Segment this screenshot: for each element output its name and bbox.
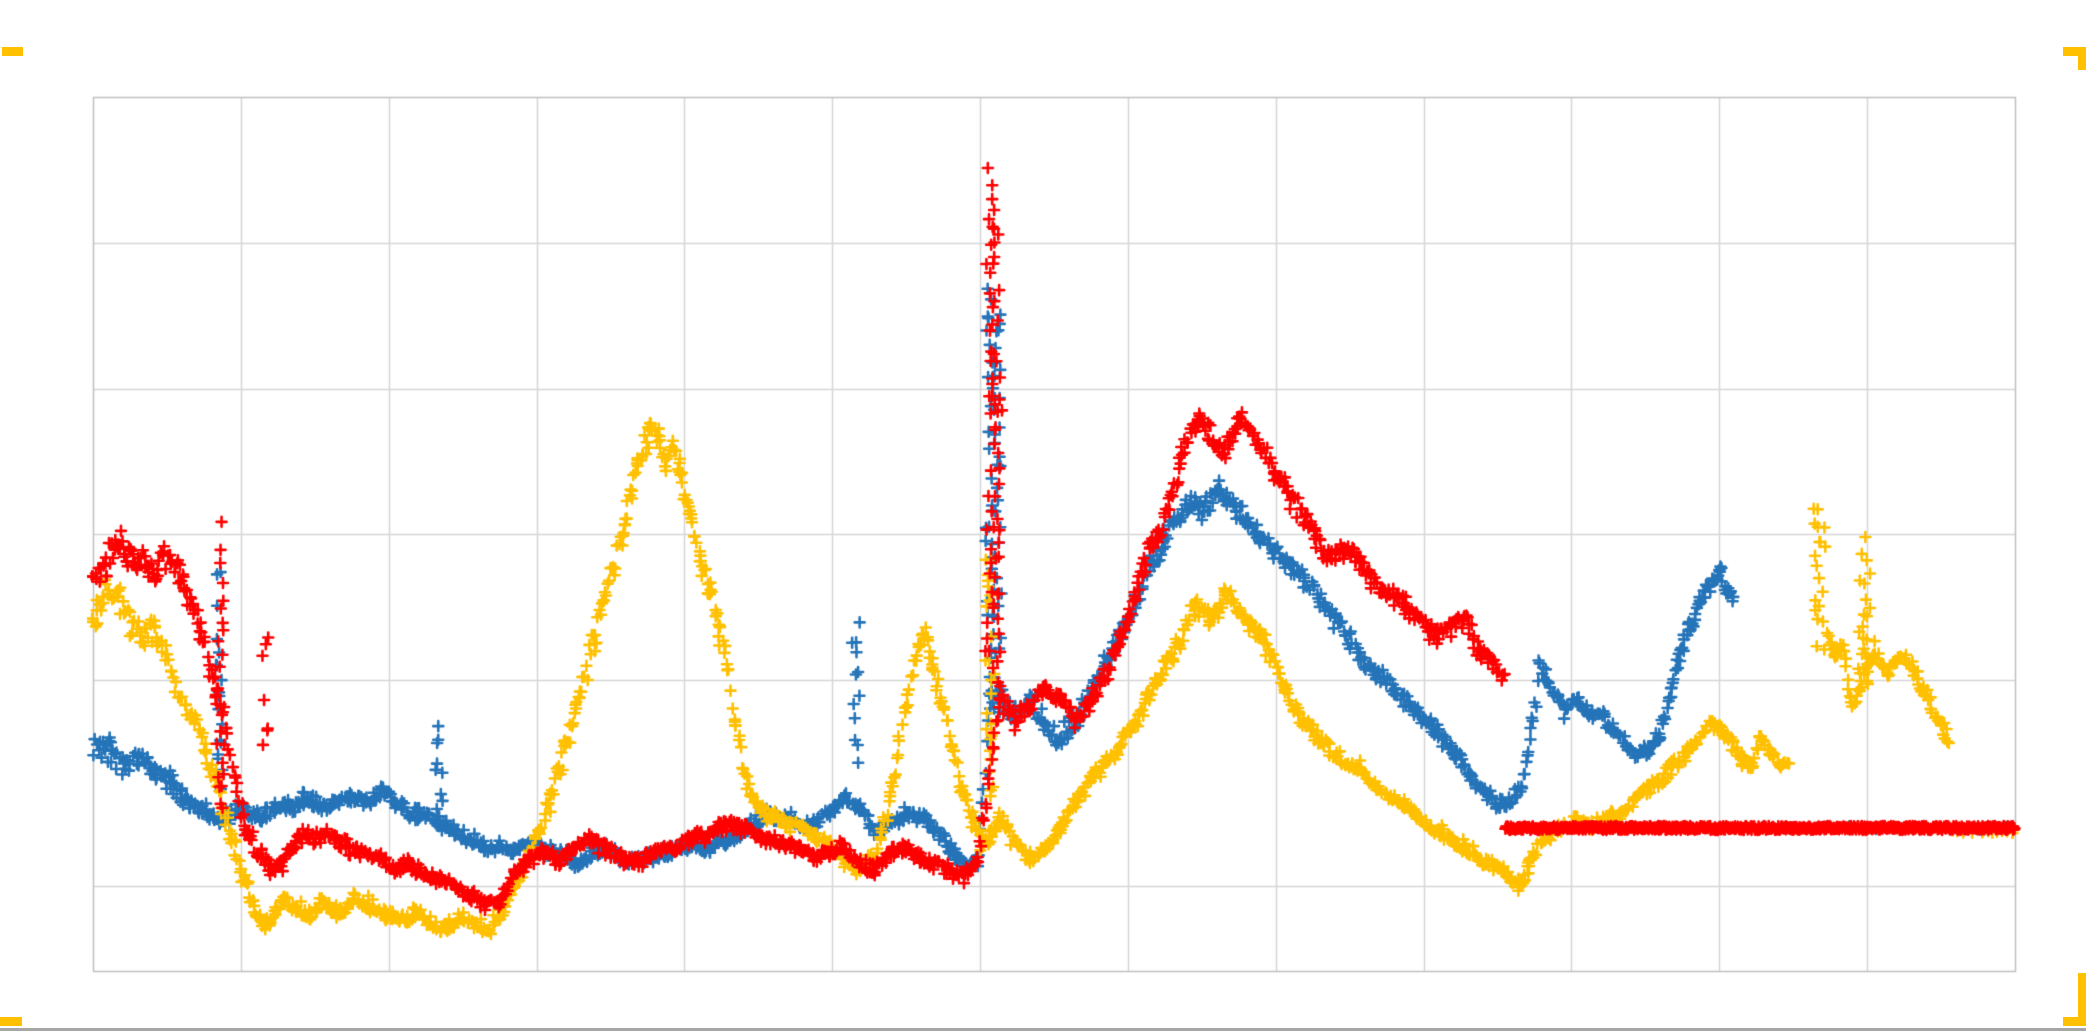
selection-corner-top-left	[2, 47, 23, 56]
selection-corner-bottom-right	[2063, 1017, 2086, 1026]
selection-corner-top-right-arm	[2078, 47, 2086, 70]
selection-corner-top-right	[2063, 47, 2086, 56]
selection-corner-bottom-left	[0, 1017, 22, 1026]
selection-corner-bottom-right-arm	[2078, 973, 2086, 1026]
window-bottom-edge	[0, 1028, 2086, 1031]
